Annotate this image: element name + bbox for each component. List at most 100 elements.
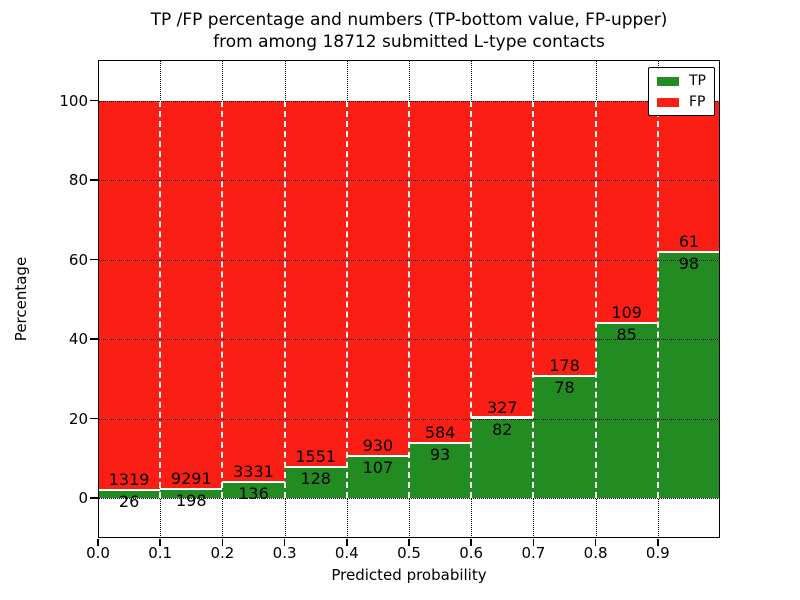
plot-area: TP FP 1319 26 9291 198 3331 136 1551 128 930 107 5… bbox=[98, 60, 720, 538]
legend-item-fp: FP bbox=[657, 95, 706, 109]
bar-tp-segment bbox=[222, 482, 285, 499]
fp-count-label: 9291 bbox=[170, 468, 212, 488]
x-tick-mark bbox=[221, 538, 224, 546]
bar-boundary-dash bbox=[594, 100, 597, 499]
bar-fp-segment bbox=[284, 100, 347, 468]
x-tick-mark bbox=[594, 538, 597, 546]
x-tick-label: 0.1 bbox=[148, 544, 173, 562]
bar-boundary-dash bbox=[159, 100, 162, 499]
tp-count-label: 198 bbox=[176, 490, 207, 510]
y-tick-mark bbox=[90, 258, 98, 261]
x-tick-label: 0.5 bbox=[397, 544, 421, 562]
horizontal-gridline bbox=[98, 498, 720, 500]
tp-count-label: 26 bbox=[118, 491, 140, 511]
horizontal-gridline bbox=[98, 418, 720, 420]
tp-count-label: 136 bbox=[238, 483, 269, 503]
bar-tp-segment bbox=[98, 490, 161, 499]
x-tick-label: 0.2 bbox=[210, 544, 235, 562]
bar-fp-segment bbox=[346, 100, 409, 458]
fp-legend-label: FP bbox=[689, 94, 706, 110]
x-tick-label: 0.3 bbox=[272, 544, 297, 562]
bar-tp-segment bbox=[471, 418, 534, 499]
bar-boundary-dash bbox=[470, 100, 473, 499]
fp-count-label: 1551 bbox=[295, 446, 337, 466]
tp-count-label: 128 bbox=[300, 468, 331, 488]
legend-item-tp: TP bbox=[657, 74, 706, 88]
x-tick-label: 0.7 bbox=[521, 544, 546, 562]
horizontal-gridline bbox=[98, 259, 720, 261]
fp-count-label: 178 bbox=[549, 356, 580, 376]
y-tick-label: 0 bbox=[78, 489, 88, 508]
y-tick-mark bbox=[90, 497, 98, 499]
bar-tp-segment bbox=[409, 443, 472, 499]
bar-tp-segment bbox=[284, 467, 347, 499]
bar-fp-segment bbox=[657, 100, 720, 254]
fp-count-label: 3331 bbox=[233, 461, 274, 481]
x-tick-label: 0.4 bbox=[334, 544, 359, 562]
x-tick-label: 0.0 bbox=[86, 544, 110, 562]
bar-fp-segment bbox=[533, 100, 596, 378]
bar-fp-segment bbox=[222, 100, 285, 483]
chart-title-line2: from among 18712 submitted L-type contac… bbox=[213, 32, 605, 52]
tp-legend-swatch bbox=[657, 76, 679, 86]
bar-fp-segment bbox=[98, 100, 161, 491]
bar-boundary-dash bbox=[283, 100, 286, 499]
fp-count-label: 930 bbox=[362, 436, 394, 456]
y-tick-label: 100 bbox=[59, 91, 88, 110]
x-tick-mark bbox=[283, 538, 286, 546]
bar-tp-segment bbox=[657, 253, 720, 499]
x-tick-mark bbox=[97, 538, 99, 546]
bar-fp-segment bbox=[409, 100, 472, 444]
legend: TP FP bbox=[648, 67, 715, 116]
fp-count-label: 584 bbox=[424, 422, 456, 442]
x-tick-mark bbox=[532, 538, 535, 546]
bar-boundary-dash bbox=[345, 100, 348, 499]
bar-fp-segment bbox=[595, 100, 658, 324]
x-tick-mark bbox=[408, 538, 410, 546]
bar-fp-segment bbox=[160, 100, 223, 490]
tp-count-label: 107 bbox=[362, 458, 394, 478]
tp-count-label: 98 bbox=[678, 254, 700, 274]
bar-tp-segment bbox=[160, 489, 223, 499]
fp-count-label: 61 bbox=[678, 232, 700, 252]
x-tick-label: 0.6 bbox=[459, 544, 484, 562]
fp-count-label: 327 bbox=[487, 397, 518, 417]
horizontal-gridline bbox=[98, 100, 720, 102]
y-tick-label: 20 bbox=[68, 409, 88, 428]
bar-tp-segment bbox=[533, 377, 596, 499]
y-tick-label: 60 bbox=[68, 250, 88, 269]
bar-fp-segment bbox=[471, 100, 534, 419]
fp-count-label: 1319 bbox=[108, 469, 150, 489]
tp-count-label: 93 bbox=[429, 444, 451, 464]
horizontal-gridline bbox=[98, 180, 720, 182]
x-tick-mark bbox=[470, 538, 472, 546]
x-tick-mark bbox=[159, 538, 161, 546]
y-tick-mark bbox=[90, 338, 98, 340]
chart-title: TP /FP percentage and numbers (TP-bottom… bbox=[98, 9, 720, 53]
bar-boundary-dash bbox=[656, 100, 659, 499]
bar-boundary-dash bbox=[408, 100, 410, 499]
y-tick-label: 80 bbox=[68, 171, 88, 190]
tp-count-label: 78 bbox=[554, 378, 575, 398]
horizontal-gridline bbox=[98, 339, 720, 341]
y-tick-label: 40 bbox=[68, 330, 88, 349]
x-axis-label: Predicted probability bbox=[331, 566, 487, 584]
bar-boundary-dash bbox=[221, 100, 224, 499]
x-tick-mark bbox=[657, 538, 659, 546]
y-tick-mark bbox=[90, 179, 98, 181]
fp-count-label: 109 bbox=[611, 303, 642, 322]
tp-count-label: 85 bbox=[616, 324, 637, 344]
x-tick-mark bbox=[346, 538, 348, 546]
fp-legend-swatch bbox=[657, 97, 679, 107]
y-tick-mark bbox=[90, 99, 98, 102]
y-axis-label: Percentage bbox=[12, 256, 30, 342]
x-tick-label: 0.9 bbox=[645, 544, 670, 562]
bar-tp-segment bbox=[595, 323, 658, 499]
tp-legend-label: TP bbox=[689, 73, 706, 89]
chart-title-line1: TP /FP percentage and numbers (TP-bottom… bbox=[150, 10, 668, 30]
bar-tp-segment bbox=[346, 457, 409, 499]
tp-count-label: 82 bbox=[492, 419, 513, 439]
x-tick-label: 0.8 bbox=[583, 544, 608, 562]
y-tick-mark bbox=[90, 417, 98, 420]
